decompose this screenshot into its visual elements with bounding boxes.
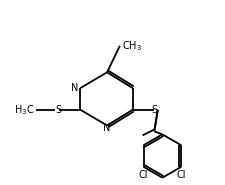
Text: Cl: Cl — [139, 170, 148, 180]
Text: S: S — [151, 105, 158, 115]
Text: S: S — [56, 105, 62, 115]
Text: CH$_3$: CH$_3$ — [122, 39, 142, 53]
Text: N: N — [71, 83, 79, 93]
Text: Cl: Cl — [176, 170, 186, 180]
Text: N: N — [103, 123, 111, 133]
Text: H$_3$C: H$_3$C — [14, 103, 34, 117]
